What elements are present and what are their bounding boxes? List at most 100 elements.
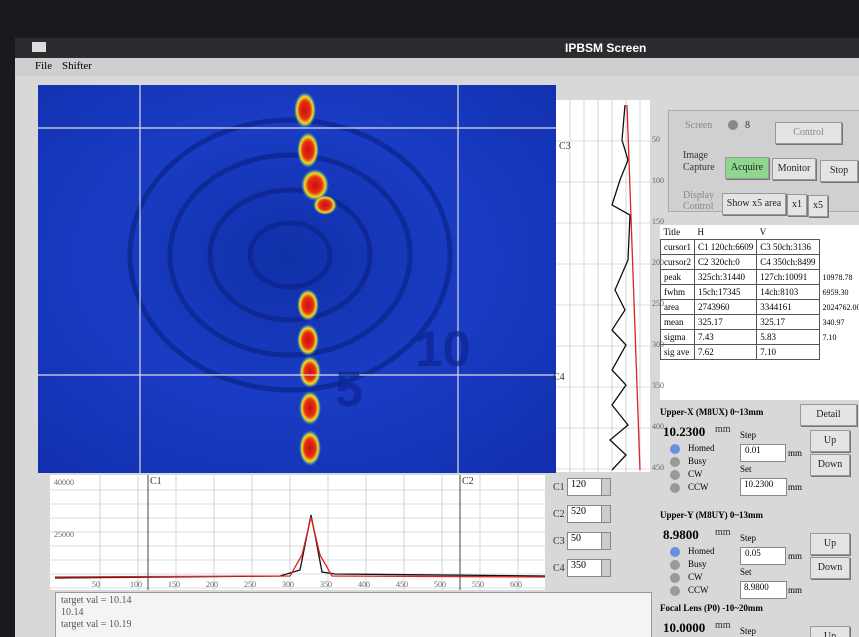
button[interactable]: Monitor [772,158,816,180]
label: Set [740,567,752,577]
table-cell: 3344161 [757,300,819,315]
tick-label: 400 [358,580,370,589]
step-select[interactable]: 0.05 [740,547,786,565]
spin-button[interactable] [601,559,611,577]
tick-label: 350 [320,580,332,589]
status-label: CCW [688,585,709,595]
status-label: CW [688,572,703,582]
label: Step [740,430,756,440]
table-cell: C1 120ch:6609 [695,240,757,255]
unit: mm [788,448,802,458]
cursor-label: C3 [559,141,571,152]
button[interactable]: x1 [787,194,807,216]
spin-button[interactable] [601,505,611,523]
table-cell: C4 350ch:8499 [757,255,819,270]
table-cell: mean [661,315,695,330]
motor-title: Upper-X (M8UX) 0~13mm [660,407,763,417]
button[interactable]: Down [810,454,850,476]
tick-label: 100 [130,580,142,589]
status-led [670,586,680,596]
cursor-label: C1 [150,476,162,487]
tick-label: 550 [472,580,484,589]
spin-button[interactable] [601,532,611,550]
table-cell: 340.97 [819,315,859,330]
table-cell: 14ch:8103 [757,285,819,300]
button[interactable]: Up [810,430,850,452]
status-led [670,444,680,454]
button[interactable]: Acquire [725,157,769,179]
tick-label: 50 [652,135,660,144]
profile-h [50,475,545,590]
tick-label: 150 [652,217,664,226]
set-input[interactable]: 8.9800 [740,581,787,599]
table-cell: 6959.30 [819,285,859,300]
status-led [670,470,680,480]
label: Set [740,464,752,474]
table-row: sig ave7.627.10 [661,345,859,360]
button[interactable]: Stop [820,160,858,182]
cursor-label: C2 [462,476,474,487]
status-label: Busy [688,559,707,569]
button[interactable]: Up [810,533,850,555]
log-line: target val = 10.19 [61,619,646,631]
tick-label: 450 [652,463,664,472]
table-cell: sig ave [661,345,695,360]
status-led [670,560,680,570]
input-label: C4 [553,563,565,574]
spin-input[interactable]: 120 [567,478,602,496]
table-cell: cursor2 [661,255,695,270]
camera-image [38,85,556,473]
table-cell: cursor1 [661,240,695,255]
table-cell: 7.10 [819,330,859,345]
table-header: H [695,225,757,240]
input-label: C2 [553,509,565,520]
table-cell: 7.43 [695,330,757,345]
motor-position: 10.2300 [663,424,705,440]
table-cell: C3 50ch:3136 [757,240,819,255]
button[interactable]: Up [810,626,850,637]
spin-input[interactable]: 520 [567,505,602,523]
spin-input[interactable]: 50 [567,532,602,550]
step-select[interactable]: 0.01 [740,444,786,462]
tick-label: 50 [92,580,100,589]
status-led [670,547,680,557]
button[interactable]: x5 [808,195,828,217]
table-cell: 325.17 [757,315,819,330]
tick-label: 600 [510,580,522,589]
tick-label: 100 [652,176,664,185]
input-label: C1 [553,482,565,493]
tick-label: 250 [244,580,256,589]
button[interactable]: Show x5 area [722,193,786,215]
log-line: 10.14 [61,607,646,619]
tick-label: 40000 [54,478,74,487]
set-input[interactable]: 10.2300 [740,478,787,496]
table-cell: area [661,300,695,315]
tick-label: 150 [168,580,180,589]
spin-button[interactable] [601,478,611,496]
label: Step [740,626,756,636]
table-header: Title [661,225,695,240]
table-cell: 2743960 [695,300,757,315]
table-cell: peak [661,270,695,285]
button[interactable]: Detail [800,404,857,426]
table-row: TitleHV [661,225,859,240]
screen: IPBSM Screen File Shifter 5 10 C [0,0,859,637]
screen-number: 8 [745,120,750,131]
unit: mm [788,551,802,561]
status-led [670,483,680,493]
table-cell: 7.10 [757,345,819,360]
unit: mm [715,620,731,631]
table-cell: 325.17 [695,315,757,330]
spin-input[interactable]: 350 [567,559,602,577]
motor-title: Upper-Y (M8UY) 0~13mm [660,510,763,520]
unit: mm [715,424,731,435]
table-cell: 2024762.00 [819,300,859,315]
button[interactable]: Down [810,557,850,579]
cursor-label: C4 [553,372,565,383]
button[interactable]: Control [775,122,842,144]
